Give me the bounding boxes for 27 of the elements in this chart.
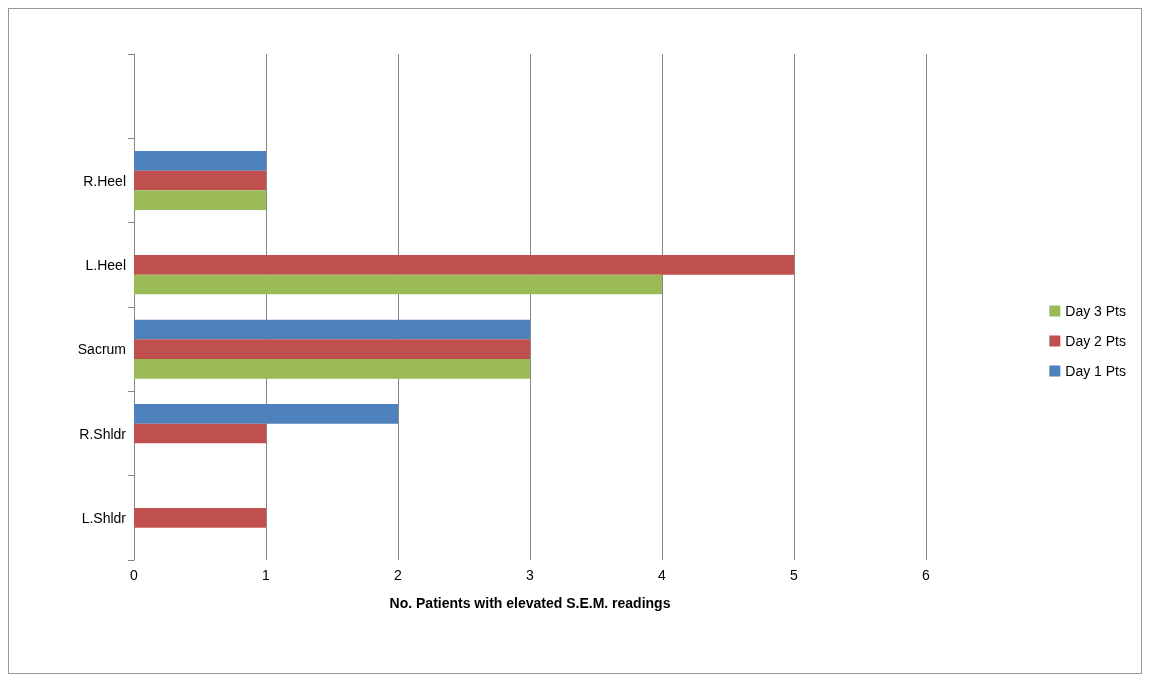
bar	[134, 254, 794, 275]
bar	[134, 319, 530, 340]
x-tick-label: 3	[526, 567, 535, 583]
legend-label: Day 2 Pts	[1065, 333, 1127, 349]
y-tick-label: L.Shldr	[81, 509, 127, 526]
bar	[134, 423, 266, 444]
bar	[134, 150, 266, 171]
y-tick-label: Sacrum	[77, 341, 126, 358]
y-tick-label: R.Shldr	[79, 425, 127, 442]
legend-label: Day 3 Pts	[1065, 303, 1127, 319]
x-tick-label: 1	[262, 567, 271, 583]
y-tick-label: R.Heel	[83, 172, 126, 189]
legend-label: Day 1 Pts	[1065, 363, 1127, 379]
x-tick-label: 6	[922, 567, 931, 583]
y-tick-label: L.Heel	[85, 256, 126, 273]
x-axis-title: No. Patients with elevated S.E.M. readings	[389, 595, 671, 611]
bar	[134, 359, 530, 379]
bar	[134, 274, 662, 295]
x-tick-label: 4	[658, 567, 667, 583]
bar	[134, 190, 266, 211]
x-tick-label: 5	[790, 567, 799, 583]
x-tick-label: 0	[130, 567, 139, 583]
bar	[134, 170, 266, 191]
x-tick-label: 2	[394, 567, 403, 583]
bar	[134, 403, 398, 424]
bar	[134, 339, 530, 360]
bar	[134, 507, 266, 528]
